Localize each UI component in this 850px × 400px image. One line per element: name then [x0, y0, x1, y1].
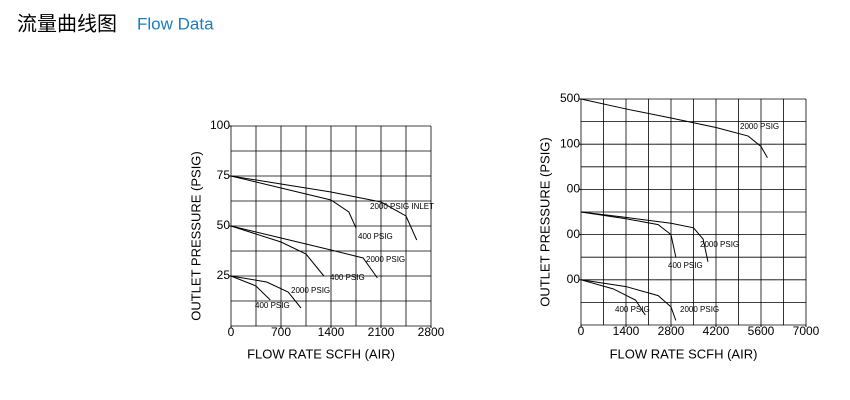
y-tick-label: 00 — [567, 227, 581, 241]
y-axis-title: OUTLET PRESSURE (PSIG) — [537, 137, 552, 307]
y-tick-label: 100 — [560, 136, 580, 150]
y-tick-label: 00 — [567, 272, 581, 286]
x-tick-label: 1400 — [613, 324, 640, 338]
y-tick-label: 50 — [217, 218, 231, 232]
x-axis-title: FLOW RATE SCFH (AIR) — [247, 346, 395, 361]
curve-label: 2000 PSIG — [366, 255, 405, 264]
curve-label: 400 PSIG — [358, 232, 393, 241]
y-tick-label: 00 — [567, 182, 581, 196]
curve-label: 2000 PSIG — [291, 286, 330, 295]
curve — [580, 279, 646, 316]
curve-label: 400 PSIG — [255, 301, 290, 310]
x-tick-label: 2800 — [418, 325, 445, 339]
curve-label: 400 PSIG — [615, 305, 650, 314]
y-axis-title: OUTLET PRESSURE (PSIG) — [188, 151, 203, 321]
curve-label: 400 PSIG — [330, 273, 365, 282]
x-tick-label: 4200 — [703, 324, 730, 338]
curve — [230, 225, 378, 279]
curve-label: 2000 PSIG INLET — [370, 202, 434, 211]
x-tick-label: 0 — [578, 324, 585, 338]
x-tick-label: 2100 — [368, 325, 395, 339]
curve — [230, 175, 357, 229]
x-tick-label: 2800 — [658, 324, 685, 338]
x-tick-label: 7000 — [793, 324, 820, 338]
curve — [580, 98, 768, 159]
x-tick-label: 700 — [271, 325, 291, 339]
curve — [580, 211, 677, 258]
curve — [230, 275, 302, 309]
curve — [230, 275, 271, 301]
curve — [230, 225, 325, 277]
x-tick-label: 1400 — [318, 325, 345, 339]
curve — [230, 175, 418, 241]
y-tick-label: 500 — [560, 91, 580, 105]
curve — [580, 211, 709, 262]
y-tick-label: 100 — [210, 118, 230, 132]
y-tick-label: 25 — [217, 268, 231, 282]
curve-label: 2000 PSIG — [680, 305, 719, 314]
curve — [580, 279, 677, 321]
x-tick-label: 0 — [228, 325, 235, 339]
x-axis-title: FLOW RATE SCFH (AIR) — [610, 346, 758, 361]
curve-label: 2000 PSIG — [740, 122, 779, 131]
x-tick-label: 5600 — [748, 324, 775, 338]
y-tick-label: 75 — [217, 168, 231, 182]
title-en: Flow Data — [137, 14, 214, 33]
title-cn: 流量曲线图 — [17, 12, 117, 35]
curve-label: 2000 PSIG — [700, 240, 739, 249]
curve-label: 400 PSIG — [668, 261, 703, 270]
